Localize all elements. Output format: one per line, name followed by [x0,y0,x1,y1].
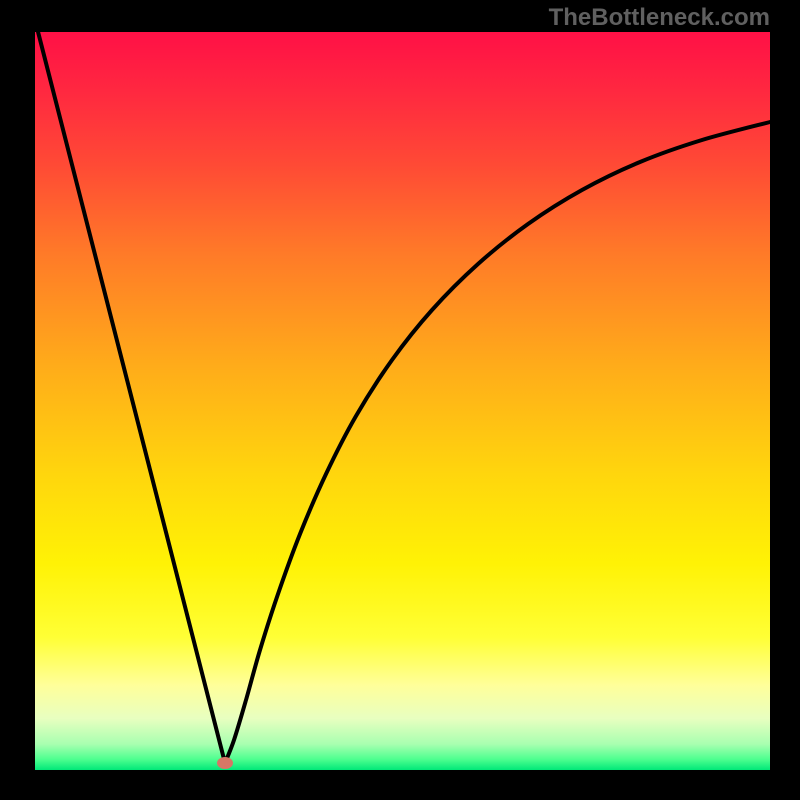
chart-container: TheBottleneck.com [0,0,800,800]
minimum-marker [217,757,233,769]
chart-svg [0,0,800,800]
curve-left-branch [35,20,225,763]
watermark-text: TheBottleneck.com [549,4,770,32]
plot-background [35,32,770,770]
curve-right-branch [225,122,770,763]
